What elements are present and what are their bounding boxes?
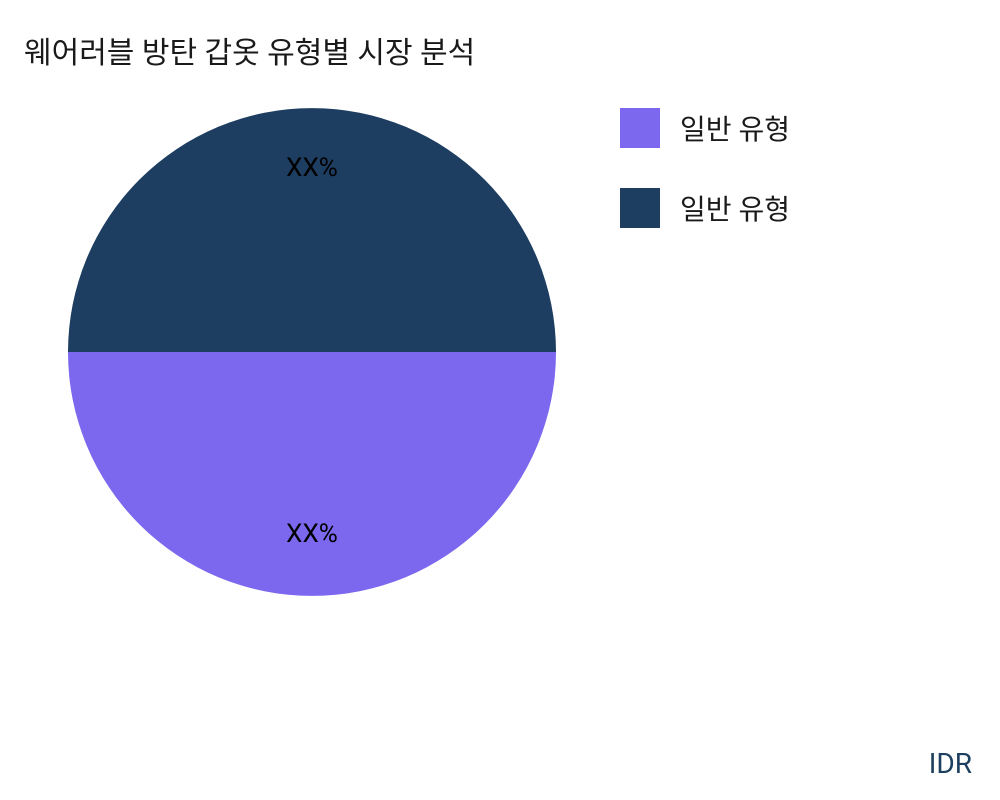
chart-title: 웨어러블 방탄 갑옷 유형별 시장 분석 [24, 28, 475, 72]
pie-slice-bottom [68, 352, 556, 596]
pie-slice-label-top: XX% [286, 153, 338, 183]
legend-label: 일반 유형 [680, 188, 790, 228]
legend-swatch [620, 188, 660, 228]
legend: 일반 유형 일반 유형 [620, 108, 790, 268]
pie-slice-label-bottom: XX% [286, 519, 338, 549]
legend-swatch [620, 108, 660, 148]
legend-item: 일반 유형 [620, 108, 790, 148]
watermark: IDR [929, 747, 972, 780]
legend-item: 일반 유형 [620, 188, 790, 228]
pie-slice-top [68, 108, 556, 352]
legend-label: 일반 유형 [680, 108, 790, 148]
